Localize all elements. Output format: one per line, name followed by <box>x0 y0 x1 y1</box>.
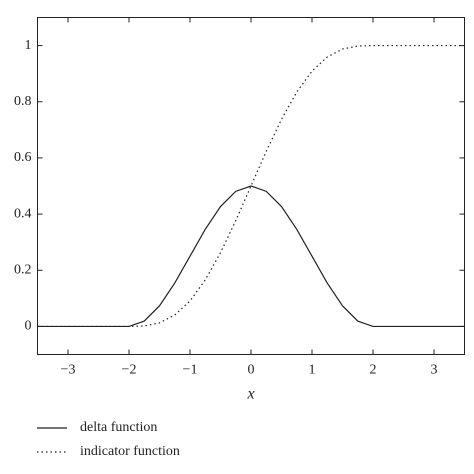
x-tick-label: 0 <box>248 363 255 378</box>
legend-label: indicator function <box>80 444 180 459</box>
x-tick-label: 1 <box>309 363 316 378</box>
y-tick-label: 0.4 <box>14 206 32 221</box>
x-tick-label: 2 <box>370 363 377 378</box>
y-tick-label: 0.2 <box>14 262 32 277</box>
y-tick-label: 1 <box>25 38 32 53</box>
y-tick-label: 0.8 <box>14 94 32 109</box>
x-tick-label: −2 <box>122 363 137 378</box>
x-axis-label: x <box>246 386 254 403</box>
legend-label: delta function <box>80 420 157 435</box>
y-tick-label: 0.6 <box>14 150 32 165</box>
x-tick-label: −3 <box>61 363 76 378</box>
y-tick-label: 0 <box>25 319 32 334</box>
x-tick-label: −1 <box>183 363 198 378</box>
x-tick-label: 3 <box>431 363 438 378</box>
series-line <box>37 185 465 328</box>
